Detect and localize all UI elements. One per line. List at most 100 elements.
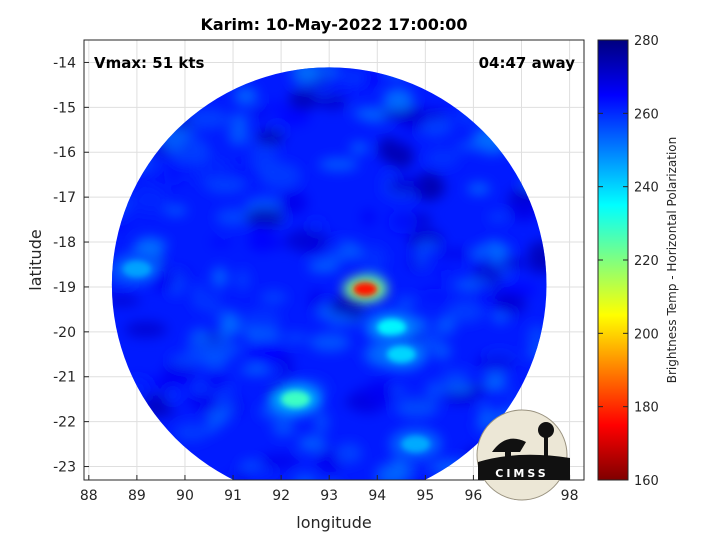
texture-patch <box>256 129 285 146</box>
feature-core <box>281 390 310 408</box>
texture-patch <box>204 293 222 317</box>
texture-patch <box>338 81 356 100</box>
y-tick-label: -16 <box>53 145 76 161</box>
texture-patch <box>187 391 216 411</box>
texture-patch <box>500 282 537 297</box>
texture-patch <box>272 420 296 437</box>
texture-patch <box>198 341 242 359</box>
texture-patch <box>111 295 141 307</box>
y-tick-label: -14 <box>53 55 76 71</box>
x-tick-label: 94 <box>368 488 386 504</box>
texture-patch <box>425 148 460 168</box>
texture-patch <box>235 467 278 476</box>
texture-patch <box>288 89 319 111</box>
texture-patch <box>231 473 247 480</box>
texture-patch <box>217 330 230 343</box>
texture-patch <box>419 288 451 305</box>
texture-patch <box>230 113 249 130</box>
texture-patch <box>250 108 269 118</box>
x-tick-label: 88 <box>80 488 98 504</box>
texture-patch <box>527 240 547 266</box>
axes-box <box>83 39 585 481</box>
colorbar-tick-label: 280 <box>634 34 659 49</box>
texture-patch <box>447 299 486 323</box>
texture-patch <box>205 177 247 194</box>
texture-patch <box>481 249 495 262</box>
texture-patch <box>352 106 391 120</box>
texture-patch <box>292 473 318 480</box>
texture-patch <box>364 379 396 406</box>
satellite-dish-icon <box>492 438 526 452</box>
texture-patch <box>309 333 351 352</box>
texture-patch <box>455 141 493 151</box>
y-tick-label: -23 <box>53 460 76 476</box>
texture-patch <box>435 315 456 335</box>
texture-patch <box>307 261 340 272</box>
texture-patch <box>227 124 250 146</box>
texture-patch <box>387 209 418 234</box>
texture-patch <box>203 368 229 394</box>
texture-patch <box>124 321 168 338</box>
texture-patch <box>316 93 348 110</box>
feature-core <box>353 282 378 297</box>
texture-patch <box>318 158 359 171</box>
x-tick-label: 96 <box>465 488 483 504</box>
colorbar-tick-label: 260 <box>634 107 659 122</box>
texture-patch <box>390 146 414 169</box>
x-axis-label: longitude <box>296 513 371 532</box>
colorbar-tick-label: 200 <box>634 327 659 342</box>
texture-patch <box>410 109 448 120</box>
texture-patch <box>500 258 527 268</box>
texture-patch <box>395 295 416 312</box>
texture-patch <box>475 355 517 371</box>
texture-patch <box>426 380 444 401</box>
x-tick-label: 98 <box>561 488 579 504</box>
x-tick-label: 95 <box>416 488 434 504</box>
y-tick-label: -20 <box>53 325 76 341</box>
texture-patch <box>231 166 262 180</box>
texture-patch <box>241 309 282 330</box>
texture-patch <box>335 442 363 464</box>
texture-patch <box>358 245 388 272</box>
feature-core <box>387 345 416 363</box>
y-tick-label: -17 <box>53 190 76 206</box>
texture-patch <box>166 387 179 401</box>
texture-patch <box>315 447 343 475</box>
texture-patch <box>163 160 185 186</box>
x-tick-label: 91 <box>224 488 242 504</box>
x-tick-label: 90 <box>176 488 194 504</box>
texture-patch <box>164 205 188 216</box>
texture-patch <box>443 394 478 405</box>
x-tick-label: 92 <box>272 488 290 504</box>
texture-patch <box>185 108 230 130</box>
colorbar-tick-label: 240 <box>634 181 659 196</box>
texture-patch <box>148 375 192 389</box>
texture-patch <box>309 288 325 312</box>
texture-patch <box>382 88 414 112</box>
texture-patch <box>259 452 300 470</box>
texture-patch <box>192 163 214 185</box>
texture-patch <box>412 461 429 479</box>
feature-core <box>377 319 406 336</box>
texture-patch <box>437 268 452 279</box>
texture-patch <box>248 340 285 367</box>
texture-patch <box>387 176 426 196</box>
texture-patch <box>350 142 369 154</box>
feature-layer <box>111 253 442 460</box>
texture-patch <box>279 189 309 216</box>
texture-patch <box>360 208 376 226</box>
logo-text: CIMSS <box>495 467 548 480</box>
colorbar-ticks: 280 260 240 220 200 180 160 <box>598 34 659 489</box>
texture-patch <box>192 283 206 311</box>
texture-patch <box>308 219 325 233</box>
y-tick-label: -22 <box>53 415 76 431</box>
texture-patch <box>395 397 439 419</box>
texture-patch <box>364 72 382 87</box>
texture-patch <box>435 248 472 259</box>
y-tick-label: -19 <box>53 280 76 296</box>
texture-patch <box>259 162 302 190</box>
cimss-logo: CIMSS <box>476 409 570 501</box>
texture-patch <box>282 332 309 344</box>
texture-patch <box>380 110 421 119</box>
